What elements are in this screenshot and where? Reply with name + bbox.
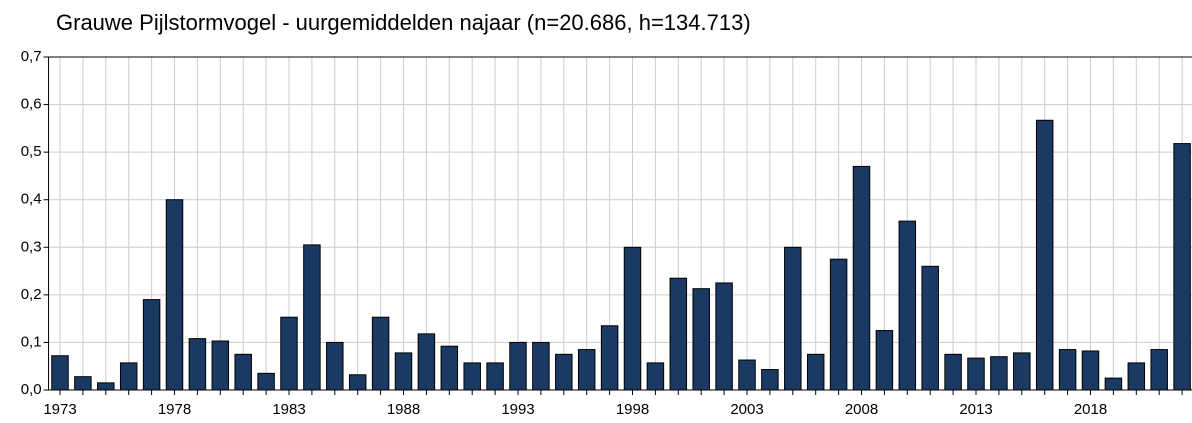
bar (486, 362, 504, 391)
bar (1013, 352, 1031, 391)
bar (715, 282, 733, 391)
bar (165, 199, 184, 391)
bar (1173, 143, 1191, 391)
bar (326, 341, 344, 391)
y-tick-label: 0,1 (21, 333, 42, 350)
bar (623, 246, 642, 391)
bar (1035, 119, 1054, 391)
bar (806, 353, 825, 391)
y-tick-label: 0,0 (21, 381, 42, 398)
x-tick-label: 1973 (43, 401, 76, 418)
bar (944, 353, 962, 391)
bar (509, 341, 527, 391)
bar (188, 338, 207, 391)
x-tick-label: 1998 (616, 401, 649, 418)
bar (234, 353, 252, 391)
bar (898, 220, 917, 391)
bar (784, 246, 802, 391)
bar (1150, 349, 1168, 391)
x-tick-label: 1983 (272, 401, 305, 418)
x-tick-label: 2013 (959, 401, 992, 418)
plot-frame (48, 56, 1192, 391)
bar (440, 345, 459, 391)
bar (852, 165, 871, 391)
bar (921, 265, 939, 391)
bar (303, 244, 321, 391)
bar (142, 299, 161, 391)
bar (646, 362, 665, 391)
bar (967, 357, 985, 391)
bar (669, 277, 688, 391)
bar (990, 356, 1008, 391)
y-tick-label: 0,7 (21, 48, 42, 65)
x-tick-label: 1988 (387, 401, 420, 418)
chart-title: Grauwe Pijlstormvogel - uurgemiddelden n… (56, 10, 751, 35)
bar (1104, 377, 1123, 391)
bar (394, 352, 413, 391)
bar (97, 382, 115, 391)
bar (577, 349, 596, 391)
x-tick-label: 1978 (158, 401, 191, 418)
bar (257, 372, 275, 391)
y-tick-label: 0,5 (21, 143, 42, 160)
y-tick-label: 0,6 (21, 96, 42, 113)
bar (761, 369, 779, 391)
bar (51, 355, 69, 391)
x-tick-label: 1993 (501, 401, 534, 418)
bar (74, 376, 92, 391)
bar (371, 316, 390, 391)
bar (417, 333, 436, 391)
bar (119, 362, 138, 391)
y-tick-label: 0,2 (21, 286, 42, 303)
bar (555, 353, 573, 391)
bar (738, 359, 756, 391)
x-tick-label: 2008 (845, 401, 878, 418)
bar (875, 330, 894, 391)
bar (692, 288, 710, 391)
x-tick-label: 2018 (1074, 401, 1107, 418)
bar (532, 341, 550, 391)
bar (600, 325, 619, 391)
bar (829, 258, 848, 391)
x-tick-label: 2003 (730, 401, 763, 418)
bar (1058, 349, 1077, 391)
bar (211, 340, 230, 391)
bar (1081, 350, 1100, 391)
bar (348, 374, 367, 391)
y-tick-label: 0,3 (21, 238, 42, 255)
y-tick-label: 0,4 (21, 191, 42, 208)
bar (1127, 362, 1146, 391)
bar (463, 362, 481, 391)
bar (280, 316, 298, 391)
